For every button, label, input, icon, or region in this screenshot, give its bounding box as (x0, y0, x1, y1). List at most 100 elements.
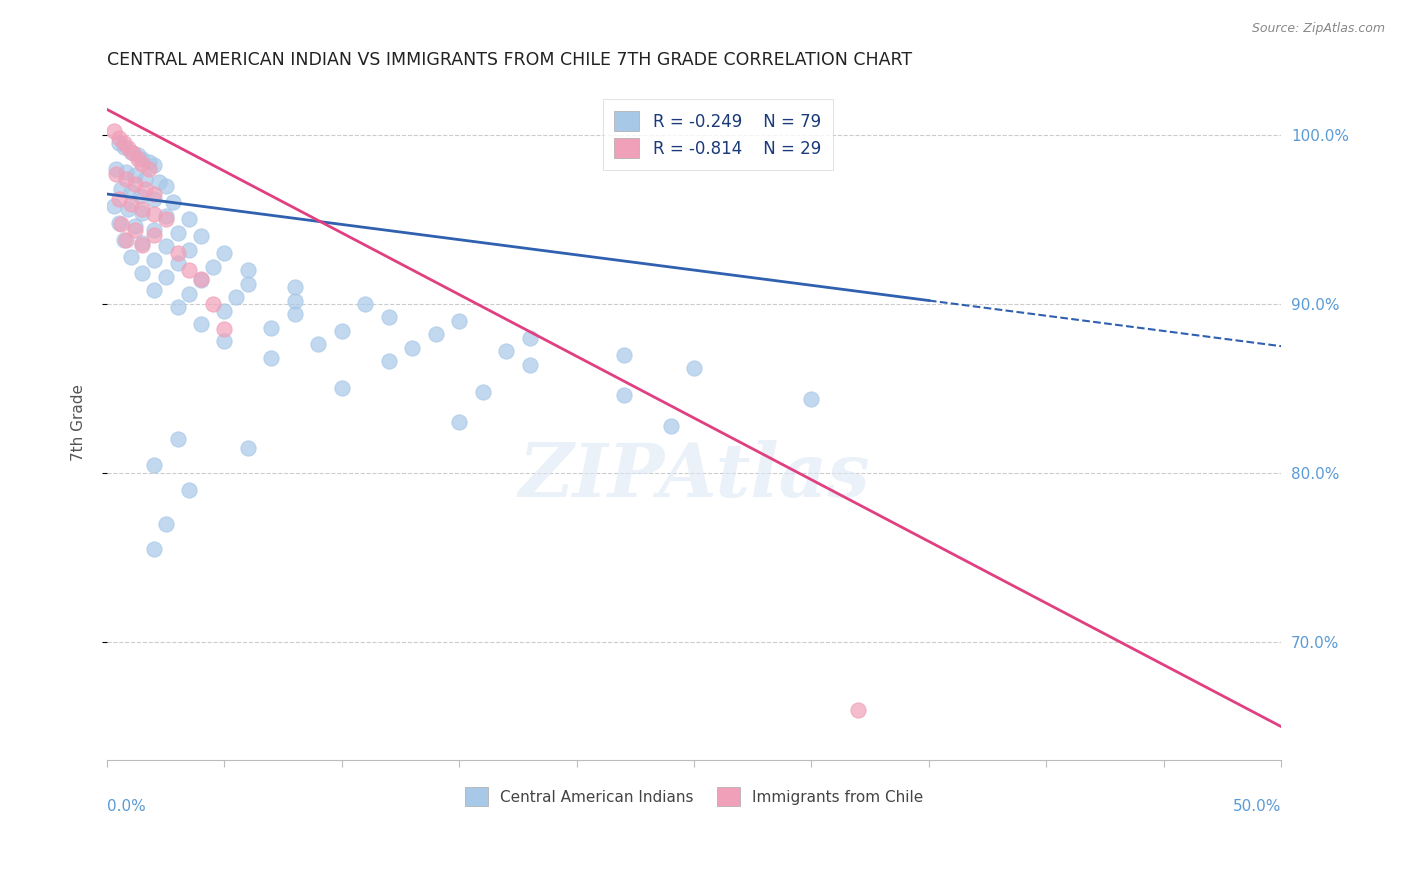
Y-axis label: 7th Grade: 7th Grade (72, 384, 86, 461)
Point (330, 381, 353, 395)
Point (378, 354, 401, 368)
Text: 50.0%: 50.0% (1233, 799, 1281, 814)
Point (519, 331, 541, 345)
Text: ZIPAtlas: ZIPAtlas (519, 440, 870, 513)
Point (131, 156, 153, 170)
Point (190, 317, 212, 331)
Point (110, 182, 132, 196)
Point (613, 348, 636, 362)
Point (124, 219, 146, 234)
Point (120, 197, 142, 211)
Point (105, 161, 128, 176)
Point (800, 392, 823, 406)
Point (162, 195, 184, 210)
Point (519, 358, 541, 372)
Point (179, 286, 201, 301)
Point (115, 165, 138, 179)
Point (236, 441, 259, 455)
Point (179, 483, 201, 497)
Point (108, 136, 131, 151)
Point (354, 297, 377, 311)
Point (190, 229, 212, 244)
Point (284, 307, 307, 321)
Point (127, 148, 149, 162)
Point (127, 152, 149, 166)
Point (124, 177, 146, 191)
Point (214, 322, 236, 336)
Point (120, 145, 142, 159)
Legend: Central American Indians, Immigrants from Chile: Central American Indians, Immigrants fro… (457, 780, 931, 814)
Text: 0.0%: 0.0% (107, 799, 146, 814)
Point (495, 344, 517, 359)
Point (683, 361, 706, 376)
Point (155, 209, 177, 223)
Point (330, 324, 353, 338)
Point (124, 169, 146, 183)
Point (103, 199, 125, 213)
Point (120, 186, 142, 200)
Point (112, 136, 135, 151)
Point (143, 187, 166, 202)
Point (103, 124, 125, 138)
Point (134, 182, 156, 196)
Point (166, 432, 188, 446)
Point (425, 327, 447, 342)
Point (155, 212, 177, 227)
Point (214, 246, 236, 260)
Point (143, 252, 166, 267)
Point (155, 516, 177, 531)
Point (378, 310, 401, 325)
Point (471, 384, 494, 399)
Point (112, 139, 135, 153)
Point (131, 152, 153, 166)
Point (284, 293, 307, 308)
Point (124, 222, 146, 236)
Point (307, 337, 329, 351)
Point (112, 233, 135, 247)
Point (117, 202, 139, 217)
Point (401, 341, 423, 355)
Point (190, 273, 212, 287)
Point (284, 280, 307, 294)
Point (179, 263, 201, 277)
Point (131, 235, 153, 250)
Point (117, 141, 139, 155)
Point (143, 207, 166, 221)
Point (143, 542, 166, 557)
Text: Source: ZipAtlas.com: Source: ZipAtlas.com (1251, 22, 1385, 36)
Point (449, 415, 471, 429)
Point (129, 188, 152, 202)
Point (260, 351, 283, 365)
Point (143, 158, 166, 172)
Point (190, 271, 212, 285)
Point (179, 212, 201, 227)
Point (143, 192, 166, 206)
Point (143, 458, 166, 472)
Point (214, 334, 236, 348)
Point (115, 233, 138, 247)
Point (179, 243, 201, 257)
Point (120, 250, 142, 264)
Point (108, 192, 131, 206)
Point (214, 303, 236, 318)
Point (201, 297, 224, 311)
Point (108, 216, 131, 230)
Point (143, 227, 166, 242)
Point (166, 226, 188, 240)
Point (201, 260, 224, 274)
Point (225, 290, 247, 304)
Point (155, 269, 177, 284)
Point (122, 146, 145, 161)
Point (131, 267, 153, 281)
Point (613, 388, 636, 402)
Point (115, 171, 138, 186)
Point (236, 263, 259, 277)
Point (260, 320, 283, 334)
Point (659, 418, 682, 433)
Point (105, 167, 128, 181)
Point (134, 171, 156, 186)
Point (143, 222, 166, 236)
Point (131, 237, 153, 252)
Text: CENTRAL AMERICAN INDIAN VS IMMIGRANTS FROM CHILE 7TH GRADE CORRELATION CHART: CENTRAL AMERICAN INDIAN VS IMMIGRANTS FR… (107, 51, 912, 69)
Point (131, 205, 153, 219)
